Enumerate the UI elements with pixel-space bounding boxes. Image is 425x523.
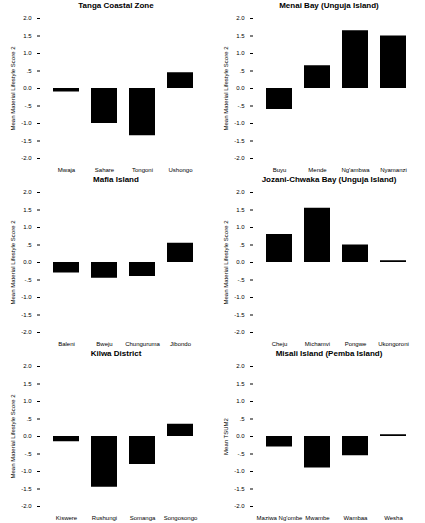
svg-text:Mean Material Lifestyle Score: Mean Material Lifestyle Score 2 <box>223 220 229 305</box>
svg-text:Mean Material Lifestyle Score: Mean Material Lifestyle Score 2 <box>223 46 229 131</box>
svg-text:Pongwe: Pongwe <box>345 341 367 347</box>
svg-text:-1.5: -1.5 <box>21 138 32 144</box>
svg-text:Chunguruma: Chunguruma <box>125 341 160 347</box>
svg-text:.5: .5 <box>26 68 32 74</box>
svg-text:-1.0: -1.0 <box>234 120 245 126</box>
svg-text:Songosongo: Songosongo <box>164 515 198 521</box>
svg-text:0.0: 0.0 <box>23 85 32 91</box>
svg-text:.5: .5 <box>26 416 32 422</box>
svg-text:Kiswere: Kiswere <box>56 515 78 521</box>
svg-text:.5: .5 <box>239 242 245 248</box>
svg-text:-1.5: -1.5 <box>234 486 245 492</box>
svg-text:Ushongo: Ushongo <box>168 167 193 173</box>
svg-text:Mean TSUM2: Mean TSUM2 <box>223 417 229 455</box>
svg-text:0.0: 0.0 <box>236 85 245 91</box>
svg-text:-1.5: -1.5 <box>234 138 245 144</box>
html-text:Jozani-Chwaka Bay (Unguja Isla: Jozani-Chwaka Bay (Unguja Island) <box>261 175 397 184</box>
svg-text:Mwaja: Mwaja <box>58 167 76 173</box>
svg-text:Tongoni: Tongoni <box>132 167 153 173</box>
svg-text:2.0: 2.0 <box>236 15 245 21</box>
svg-text:Bweju: Bweju <box>96 341 112 347</box>
svg-text:-1.0: -1.0 <box>21 120 32 126</box>
svg-text:-1.0: -1.0 <box>234 294 245 300</box>
svg-text:-2.0: -2.0 <box>21 155 32 161</box>
svg-text:.5: .5 <box>239 68 245 74</box>
svg-text:2.0: 2.0 <box>236 363 245 369</box>
svg-text:2.0: 2.0 <box>23 189 32 195</box>
svg-text:Ukongoroni: Ukongoroni <box>378 341 409 347</box>
svg-text:Mean Material Lifestyle Score: Mean Material Lifestyle Score 2 <box>10 46 16 131</box>
svg-text:1.5: 1.5 <box>236 33 245 39</box>
svg-text:-1.5: -1.5 <box>21 486 32 492</box>
svg-text:2.0: 2.0 <box>236 189 245 195</box>
svg-text:-.5: -.5 <box>237 277 245 283</box>
svg-text:Cheju: Cheju <box>272 341 288 347</box>
svg-text:-2.0: -2.0 <box>234 503 245 509</box>
svg-text:.5: .5 <box>239 416 245 422</box>
svg-text:1.0: 1.0 <box>23 398 32 404</box>
svg-text:-2.0: -2.0 <box>21 503 32 509</box>
svg-text:-2.0: -2.0 <box>234 329 245 335</box>
svg-text:0.0: 0.0 <box>236 259 245 265</box>
svg-text:-.5: -.5 <box>24 451 32 457</box>
svg-text:Nyamanzi: Nyamanzi <box>380 167 407 173</box>
svg-text:-.5: -.5 <box>237 103 245 109</box>
svg-text:Mean Material Lifestyle Score: Mean Material Lifestyle Score 2 <box>10 394 16 479</box>
svg-text:-.5: -.5 <box>24 277 32 283</box>
svg-text:Wesha: Wesha <box>384 515 403 521</box>
svg-text:Rushungi: Rushungi <box>92 515 117 521</box>
svg-text:1.5: 1.5 <box>23 207 32 213</box>
svg-text:1.5: 1.5 <box>23 33 32 39</box>
svg-text:-1.5: -1.5 <box>21 312 32 318</box>
svg-text:2.0: 2.0 <box>23 15 32 21</box>
svg-text:1.0: 1.0 <box>236 50 245 56</box>
svg-text:Mende: Mende <box>308 167 327 173</box>
svg-text:0.0: 0.0 <box>236 433 245 439</box>
svg-text:Maziwa Ng'ombe: Maziwa Ng'ombe <box>257 515 303 521</box>
svg-text:Buyu: Buyu <box>273 167 287 173</box>
svg-text:-.5: -.5 <box>237 451 245 457</box>
svg-text:-1.0: -1.0 <box>21 294 32 300</box>
html-text:Mafia Island: Mafia Island <box>93 175 139 184</box>
html-text:Tanga Coastal Zone: Tanga Coastal Zone <box>78 1 154 10</box>
svg-text:1.0: 1.0 <box>236 398 245 404</box>
svg-text:Mwambe: Mwambe <box>305 515 330 521</box>
html-text:Kilwa District: Kilwa District <box>90 349 142 358</box>
svg-text:1.0: 1.0 <box>23 50 32 56</box>
svg-text:1.5: 1.5 <box>236 207 245 213</box>
svg-text:0.0: 0.0 <box>23 433 32 439</box>
svg-text:2.0: 2.0 <box>23 363 32 369</box>
svg-text:1.0: 1.0 <box>23 224 32 230</box>
svg-text:Wambaa: Wambaa <box>344 515 368 521</box>
svg-text:-.5: -.5 <box>24 103 32 109</box>
html-text:Menai Bay (Unguja Island): Menai Bay (Unguja Island) <box>279 1 379 10</box>
svg-text:1.5: 1.5 <box>23 381 32 387</box>
svg-text:0.0: 0.0 <box>23 259 32 265</box>
svg-text:1.5: 1.5 <box>236 381 245 387</box>
svg-text:Somanga: Somanga <box>130 515 156 521</box>
svg-text:Michamvi: Michamvi <box>305 341 330 347</box>
svg-text:Ng'ambwa: Ng'ambwa <box>341 167 370 173</box>
html-text:Misali Island (Pemba Island): Misali Island (Pemba Island) <box>275 349 383 358</box>
svg-text:Sahare: Sahare <box>95 167 115 173</box>
svg-text:Jibondo: Jibondo <box>170 341 192 347</box>
svg-text:.5: .5 <box>26 242 32 248</box>
svg-text:Mean Material Lifestyle Score: Mean Material Lifestyle Score 2 <box>10 220 16 305</box>
svg-text:-2.0: -2.0 <box>21 329 32 335</box>
svg-text:1.0: 1.0 <box>236 224 245 230</box>
svg-text:-1.0: -1.0 <box>21 468 32 474</box>
svg-text:-1.0: -1.0 <box>234 468 245 474</box>
svg-text:-2.0: -2.0 <box>234 155 245 161</box>
svg-text:Baleni: Baleni <box>58 341 75 347</box>
svg-text:-1.5: -1.5 <box>234 312 245 318</box>
